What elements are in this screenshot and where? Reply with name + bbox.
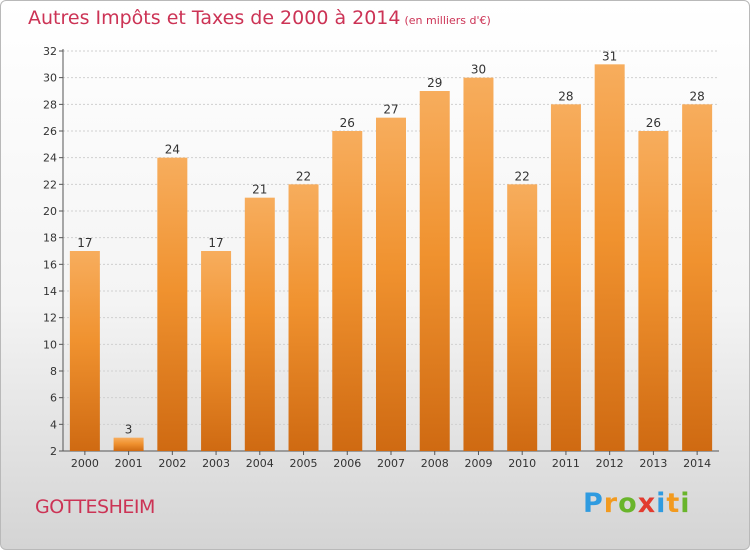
- value-label: 22: [296, 169, 311, 183]
- value-label: 17: [208, 236, 223, 250]
- logo-letter: o: [618, 488, 638, 519]
- logo-letter: x: [637, 488, 657, 519]
- x-tick-label: 2007: [377, 457, 405, 470]
- value-label: 3: [125, 423, 133, 437]
- bar: [376, 117, 406, 452]
- value-label: 24: [165, 143, 180, 157]
- y-tick-label: 20: [43, 205, 57, 218]
- y-tick-label: 28: [43, 98, 57, 111]
- x-tick-label: 2006: [333, 457, 361, 470]
- y-tick-label: 30: [43, 72, 57, 85]
- value-label: 17: [77, 236, 92, 250]
- y-tick-label: 14: [43, 285, 57, 298]
- logo-letter: r: [603, 488, 619, 519]
- chart-title-text: Autres Impôts et Taxes de 2000 à 2014: [28, 7, 401, 29]
- value-label: 31: [602, 49, 617, 63]
- value-label: 28: [558, 89, 573, 103]
- x-tick-label: 2014: [683, 457, 711, 470]
- bar: [288, 184, 319, 452]
- bar: [419, 91, 450, 451]
- y-tick-label: 18: [43, 232, 57, 245]
- y-tick-label: 10: [43, 338, 57, 351]
- value-labels: 17 3 24 17 21 22 26 27 29 30 22 28 31 26 28: [77, 49, 705, 436]
- logo-letter: i: [680, 488, 691, 519]
- value-label: 22: [515, 169, 530, 183]
- x-tick-label: 2011: [552, 457, 580, 470]
- value-label: 21: [252, 183, 267, 197]
- y-tick-label: 32: [43, 45, 57, 58]
- logo-letter: i: [656, 488, 667, 519]
- bar: [682, 104, 713, 451]
- bar: [638, 131, 669, 451]
- y-tick-label: 2: [50, 445, 57, 458]
- x-tick-label: 2005: [290, 457, 318, 470]
- value-label: 26: [340, 116, 355, 130]
- commune-name: GOTTESHEIM: [35, 496, 155, 518]
- logo-letter: t: [666, 488, 681, 519]
- y-tick-label: 4: [50, 418, 57, 431]
- bars: [69, 64, 713, 452]
- bar: [332, 131, 363, 451]
- bar: [69, 251, 100, 451]
- logo-letter: P: [583, 488, 604, 519]
- x-tick-label: 2012: [596, 457, 624, 470]
- y-tick-label: 24: [43, 152, 57, 165]
- chart-subtitle: (en milliers d'€): [404, 14, 491, 27]
- bar: [157, 157, 188, 451]
- x-tick-label: 2003: [202, 457, 230, 470]
- y-tick-label: 8: [50, 365, 57, 378]
- x-tick-label: 2013: [639, 457, 667, 470]
- x-tick-label: 2010: [508, 457, 536, 470]
- x-tick-label: 2009: [464, 457, 492, 470]
- y-tick-label: 12: [43, 312, 57, 325]
- x-tick-label: 2004: [246, 457, 274, 470]
- bar: [113, 437, 144, 451]
- value-label: 30: [471, 63, 486, 77]
- bar: [550, 104, 581, 451]
- bar: [507, 184, 538, 452]
- value-label: 26: [646, 116, 661, 130]
- value-label: 27: [383, 103, 398, 117]
- proxiti-logo: Proxiti: [583, 488, 691, 519]
- y-tick-label: 22: [43, 178, 57, 191]
- value-label: 28: [689, 89, 704, 103]
- value-label: 29: [427, 76, 442, 90]
- y-tick-label: 6: [50, 392, 57, 405]
- bar: [201, 251, 232, 451]
- y-tick-label: 16: [43, 258, 57, 271]
- x-tick-label: 2000: [71, 457, 99, 470]
- x-tick-labels: 2000 2001 2002 2003 2004 2005 2006 2007 2008 2009…: [71, 457, 711, 470]
- bar: [244, 197, 275, 451]
- x-tick-label: 2002: [158, 457, 186, 470]
- bar: [594, 64, 625, 452]
- chart-title: Autres Impôts et Taxes de 2000 à 2014 (en…: [28, 7, 491, 29]
- x-tick-label: 2008: [421, 457, 449, 470]
- y-tick-label: 26: [43, 125, 57, 138]
- x-tick-label: 2001: [115, 457, 143, 470]
- bar: [463, 77, 494, 452]
